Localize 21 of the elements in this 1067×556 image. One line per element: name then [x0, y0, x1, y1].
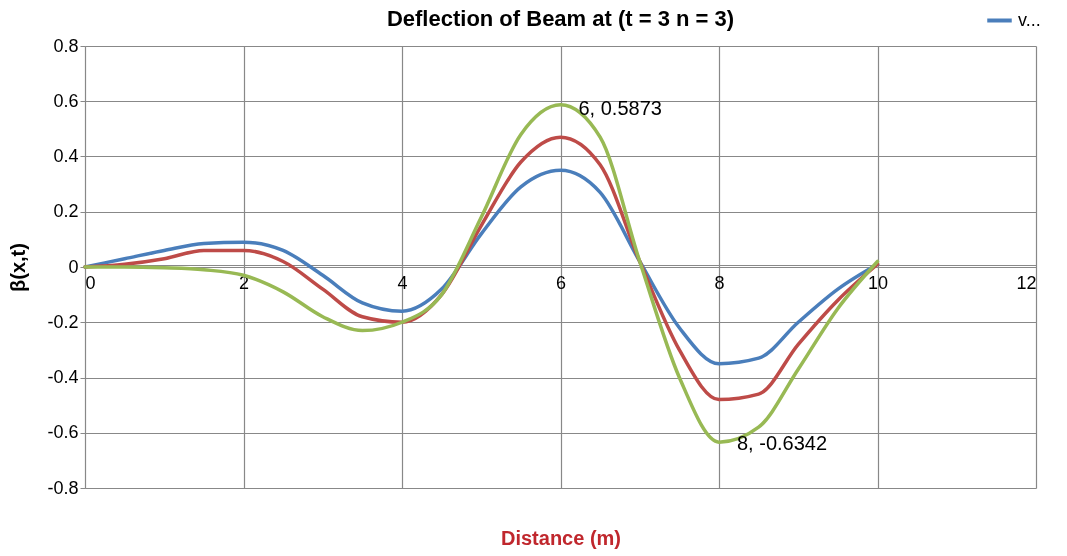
x-tick-label: 10: [867, 272, 889, 293]
annotation: 8, -0.6342: [737, 432, 828, 455]
x-tick-label: 4: [397, 272, 408, 293]
x-axis-title: Distance (m): [500, 526, 622, 549]
y-tick-label: 0.2: [53, 201, 79, 222]
y-tick-label: 0.8: [53, 35, 79, 56]
x-tick-label: 6: [555, 272, 567, 293]
y-tick-label: -0.2: [47, 311, 79, 332]
x-tick-label: 12: [1016, 272, 1037, 293]
y-tick-label: -0.4: [47, 367, 79, 387]
y-tick-label: 0: [68, 256, 79, 277]
x-tick-label: 0: [85, 272, 96, 293]
annotation: 6, 0.5873: [578, 96, 662, 119]
legend-label: v...: [1018, 9, 1041, 30]
y-tick-label: -0.6: [47, 422, 79, 443]
chart-title: Deflection of Beam at (t = 3 n = 3): [386, 6, 735, 31]
y-tick-label: 0.6: [53, 90, 79, 111]
x-tick-label: 8: [714, 272, 725, 293]
y-axis-title: β(x,t): [7, 243, 30, 292]
y-tick-label: -0.8: [47, 477, 79, 498]
y-tick-label: 0.4: [53, 146, 79, 166]
